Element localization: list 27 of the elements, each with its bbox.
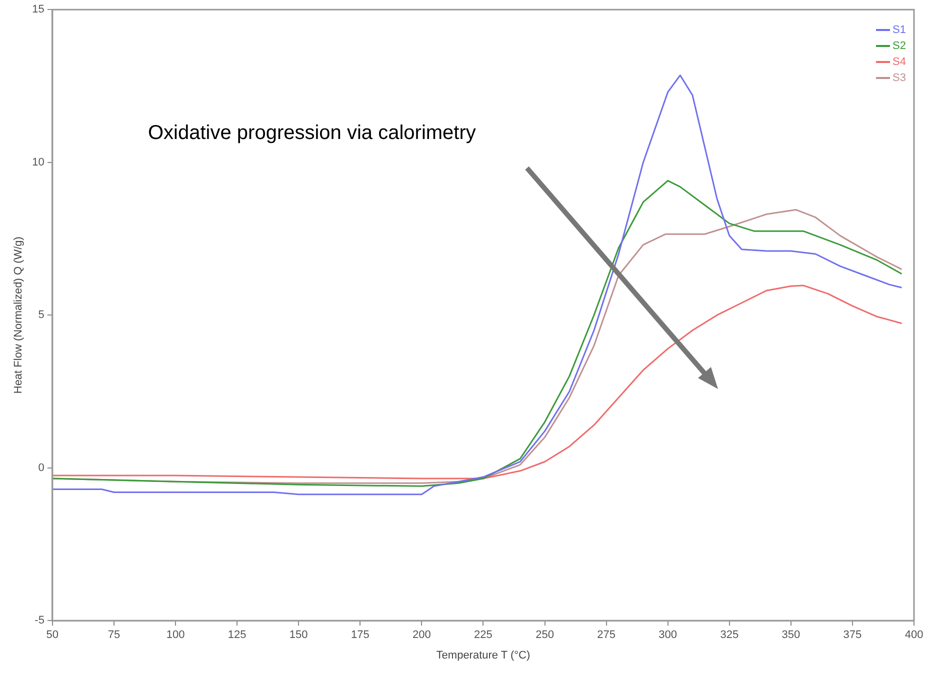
legend-label: S2: [892, 39, 906, 54]
x-tick-label: 125: [228, 629, 246, 642]
x-tick-label: 350: [782, 629, 800, 642]
y-tick-label: 10: [32, 156, 44, 168]
y-tick-label: 0: [38, 462, 44, 474]
x-tick-label: 375: [843, 629, 862, 642]
legend-label: S1: [892, 23, 906, 38]
x-tick-label: 250: [536, 629, 554, 642]
x-tick-label: 200: [412, 629, 431, 642]
x-tick-label: 150: [289, 629, 308, 642]
x-tick-label: 400: [904, 629, 924, 642]
y-axis-title: Heat Flow (Normalized) Q (W/g): [12, 236, 25, 394]
legend-label: S3: [892, 71, 906, 86]
x-tick-label: 225: [474, 629, 492, 642]
x-tick-label: 100: [166, 629, 185, 642]
annotation: Oxidative progression via calorimetry: [148, 122, 476, 145]
x-tick-label: 275: [597, 629, 616, 642]
x-tick-label: 325: [720, 629, 739, 642]
x-tick-label: 300: [658, 629, 678, 642]
x-axis-title: Temperature T (°C): [436, 649, 530, 662]
legend-label: S4: [892, 55, 906, 70]
x-tick-label: 75: [108, 629, 120, 642]
x-tick-label: 50: [46, 629, 59, 642]
y-tick-label: -5: [34, 614, 44, 627]
x-tick-label: 175: [350, 629, 370, 642]
y-tick-label: 5: [38, 309, 44, 322]
y-tick-label: 15: [32, 4, 44, 16]
